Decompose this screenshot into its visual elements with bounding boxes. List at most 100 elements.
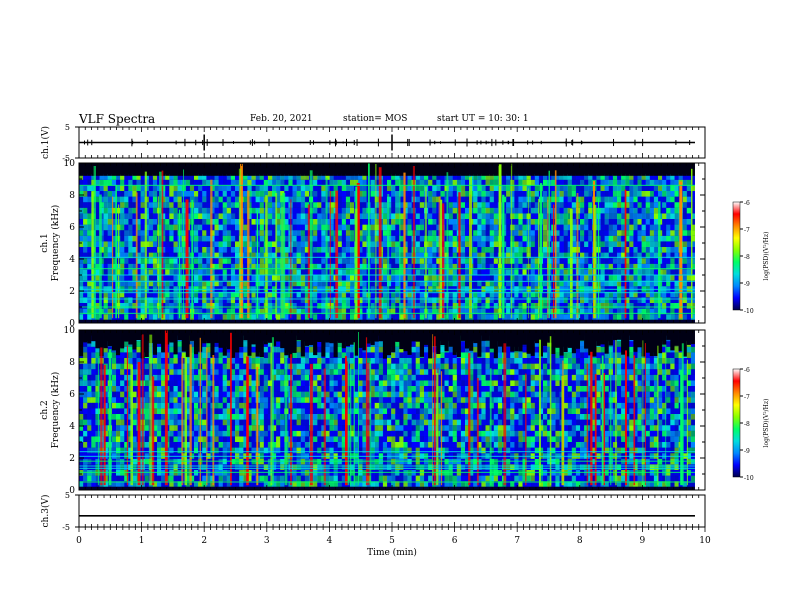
spectrogram-sferic [115,185,117,319]
spectrogram-sferic [309,363,313,486]
spectrogram-sferic [103,364,106,486]
waveform-ch.1(V): 5 -5 ch.1(V) [40,123,706,163]
spectrogram-narrowband-line [79,467,695,469]
y-tick-label: 6 [69,390,75,400]
spectrogram-sferic [548,170,550,319]
spectrogram-sferic [181,356,184,486]
spectrogram-sferic [441,203,445,319]
spectrogram-sferic [135,192,138,319]
spectrogram-sferic [412,166,415,319]
x-tick-label: 4 [327,536,333,546]
spectrogram-sferic [625,350,627,486]
y-axis-label: ch.3(V) [40,495,51,528]
spectrogram-sferic [185,199,189,319]
colorbar-gradient [732,368,741,478]
spectrogram-sferic [247,190,250,319]
spectrogram-narrowband-line [79,465,695,467]
y-tick-label: -5 [62,154,70,163]
y-axis-label: ch.1(V) [40,126,51,159]
spectrogram-sferic [184,357,187,486]
colorbar-tick-label: -10 [744,475,754,482]
spectrogram-sferic [633,355,636,486]
spectrogram-sferic [199,337,201,486]
spectrogram-sferic [553,204,555,319]
x-tick-label: 6 [452,536,458,546]
spectrogram-sferic [679,181,683,319]
spectrogram-sferic [97,358,99,486]
colorbar-ch2: -6 -7 -8 -9 -10 log(PSD)(V²/Hz) [732,367,770,482]
spectrogram-sferic [161,170,164,319]
spectrogram-narrowband-line [79,184,695,186]
spectrogram-narrowband-line [79,256,695,258]
spectrogram-sferic [399,177,401,319]
spectrogram-sferic [403,172,406,319]
spectrogram-sferic [309,170,313,319]
spectrogram-sferic [691,168,693,319]
spectrogram-sferic [91,192,94,319]
spectrogram-sferic [325,177,328,319]
spectrogram-sferic [290,354,292,486]
spectrogram-sferic [212,355,215,486]
spectrogram-sferic [270,343,273,486]
colorbar-tick-label: -9 [744,448,750,455]
spectrogram-sferic [141,334,144,486]
spectrogram-sferic [118,204,120,319]
y-tick-label: 0 [69,486,75,496]
spectrogram-narrowband-line [79,312,695,314]
spectrogram-sferic [657,345,659,486]
spectrogram-sferic [436,373,439,486]
spectrogram-sferic [164,330,168,486]
spectrogram-narrowband-line [79,292,695,294]
spectrogram-sferic [335,190,339,319]
spectrogram-sferic [476,378,479,486]
y-tick-label: 6 [69,223,75,233]
spectrogram-sferic [387,194,390,319]
x-axis: 0 1 2 3 4 5 6 7 8 9 10 Time (min) [76,127,711,558]
spectrogram-narrowband-line [79,451,695,453]
spectrogram-sferic [570,209,573,319]
spectrogram-sferic [265,195,268,319]
spectrogram-narrowband-line [79,274,695,276]
colorbar-tick-label: -10 [744,308,754,315]
colorbar-gradient [732,201,741,311]
spectrogram-sferic [354,208,358,319]
y-tick-label: 4 [69,422,75,432]
spectrogram-sferic [108,349,112,486]
spectrogram-sferic [126,345,128,486]
spectrogram-sferic [528,188,529,319]
colorbar-tick-label: -6 [744,200,750,207]
spectrogram-sferic [323,368,326,486]
spectrogram-sferic [159,171,162,319]
x-tick-label: 3 [264,536,270,546]
spectrogram-sferic [547,199,549,319]
spectrogram-sferic [99,194,102,319]
spectrogram-sferic [594,374,597,486]
spectrogram-sferic [554,170,557,319]
spectrogram-ch1: 0 2 4 6 8 10 ch.1 Frequency (kHz) [40,159,706,329]
y-tick-label: 0 [69,319,75,329]
y-tick-label: 10 [64,159,76,169]
spectrogram-sferic [590,351,593,486]
spectrogram-sferic [345,361,348,486]
colorbar-label: log(PSD)(V²/Hz) [763,399,770,448]
y-tick-label: 2 [69,454,75,464]
spectrogram-sferic [424,186,427,319]
spectrogram-sferic [576,193,579,319]
y-tick-label: 5 [65,491,70,500]
spectrogram-sferic [615,340,617,486]
colorbar-tick-label: -8 [744,254,750,261]
colorbar-ch1: -6 -7 -8 -9 -10 log(PSD)(V²/Hz) [732,200,770,315]
spectrogram-sferic [378,167,382,319]
spectrogram-sferic [365,337,368,486]
x-tick-label: 2 [201,536,207,546]
spectrogram-sferic [189,344,192,486]
spectrogram-sferic [183,169,184,319]
spectrogram-sferic [240,163,243,319]
x-tick-label: 7 [514,536,520,546]
spectrogram-sferic [206,348,208,486]
spectrogram-sferic [256,366,259,486]
spectrogram-sferic [284,355,288,486]
x-tick-label: 9 [640,536,646,546]
spectrogram-sferic [144,171,147,319]
spectrogram-sferic [489,368,492,486]
